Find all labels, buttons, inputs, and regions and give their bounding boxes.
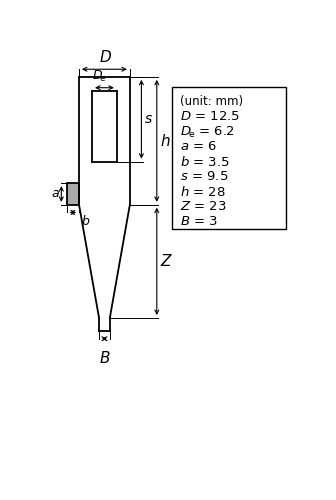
Text: $Z$: $Z$ [160, 254, 173, 270]
Text: $h$: $h$ [160, 133, 170, 149]
Text: $Z$ = 23: $Z$ = 23 [180, 200, 226, 213]
Text: $B$: $B$ [99, 350, 110, 366]
Text: $D$: $D$ [99, 48, 113, 64]
Text: $s$: $s$ [144, 112, 154, 126]
Text: $B$ = 3: $B$ = 3 [180, 215, 218, 228]
Text: $a$ = 6: $a$ = 6 [180, 140, 217, 152]
Text: $D\!_\mathrm{e}$ = 6.2: $D\!_\mathrm{e}$ = 6.2 [180, 124, 235, 140]
Bar [67, 183, 79, 205]
Bar [172, 87, 286, 230]
Text: $b$: $b$ [81, 214, 91, 228]
Text: $D$ = 12.5: $D$ = 12.5 [180, 110, 240, 122]
Text: (unit: mm): (unit: mm) [180, 94, 243, 108]
Text: $h$ = 28: $h$ = 28 [180, 184, 226, 198]
Text: $D\!_\mathrm{e}$: $D\!_\mathrm{e}$ [92, 69, 107, 84]
Text: $a$: $a$ [51, 188, 60, 200]
Text: $s$ = 9.5: $s$ = 9.5 [180, 170, 228, 182]
Text: $b$ = 3.5: $b$ = 3.5 [180, 154, 230, 168]
